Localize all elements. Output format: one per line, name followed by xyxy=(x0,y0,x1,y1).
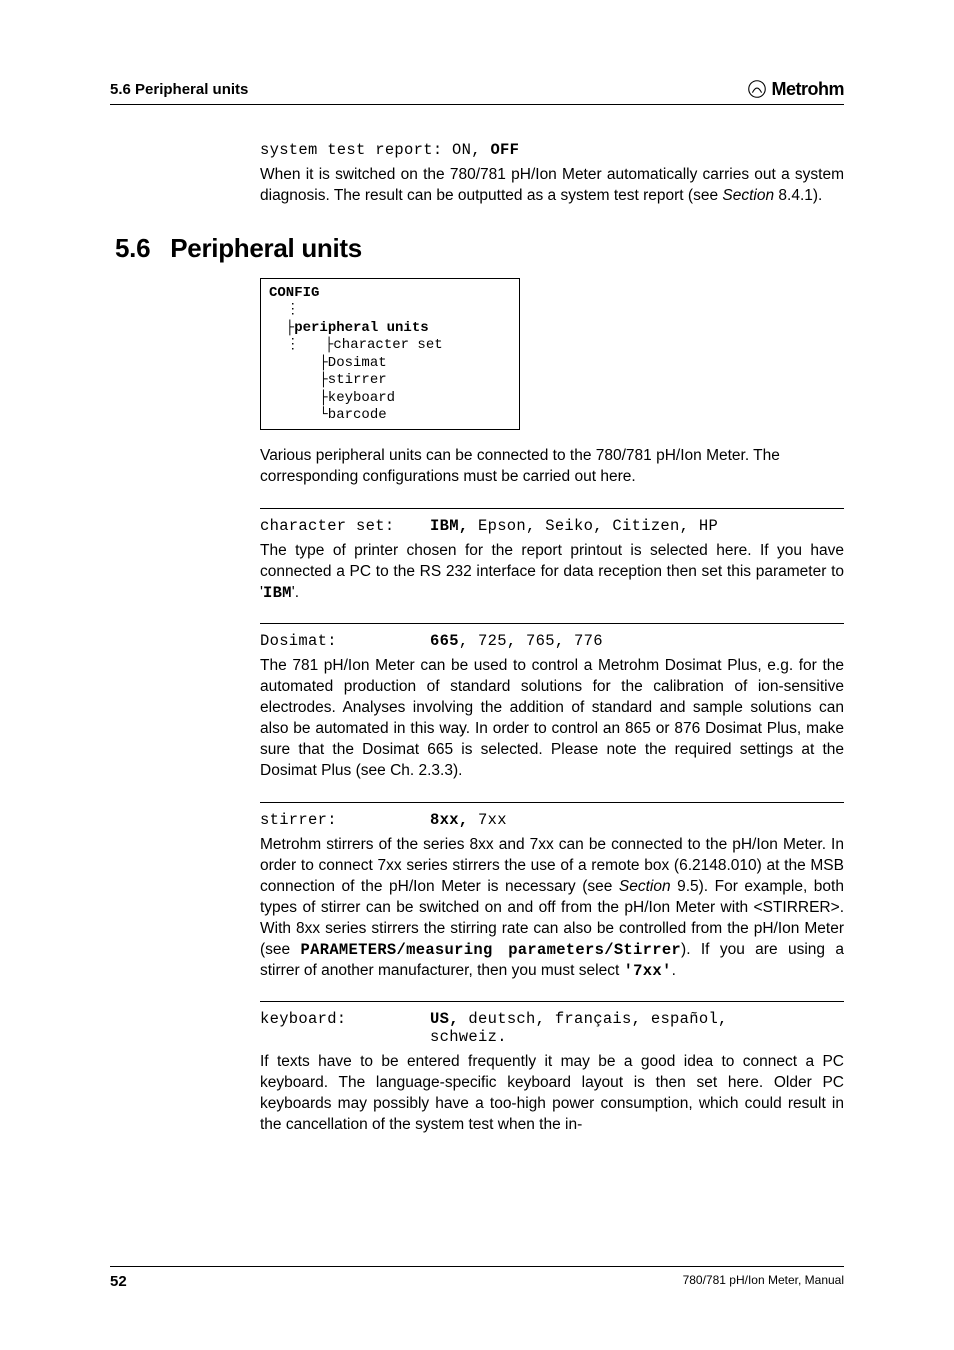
system-test-param: system test report: ON, OFF xyxy=(260,141,844,159)
charset-param: character set:IBM, Epson, Seiko, Citizen… xyxy=(260,517,844,535)
system-test-body: When it is switched on the 780/781 pH/Io… xyxy=(260,165,844,207)
dosimat-body: The 781 pH/Ion Meter can be used to cont… xyxy=(260,656,844,782)
metrohm-icon xyxy=(746,78,768,100)
section-number: 5.6 xyxy=(115,233,150,264)
peripheral-intro-text: Various peripheral units can be connecte… xyxy=(260,446,844,488)
section-heading: 5.6 Peripheral units xyxy=(115,233,844,264)
keyboard-param-line2: schweiz. xyxy=(260,1028,844,1046)
config-tree-box: CONFIG ⋮ ├peripheral units ⋮ ├character … xyxy=(260,278,520,430)
divider xyxy=(260,802,844,803)
keyboard-param: keyboard:US, deutsch, français, español, xyxy=(260,1010,844,1028)
keyboard-body: If texts have to be entered frequently i… xyxy=(260,1052,844,1136)
page-number: 52 xyxy=(110,1273,127,1290)
dosimat-param: Dosimat:665, 725, 765, 776 xyxy=(260,632,844,650)
section-title-text: Peripheral units xyxy=(170,233,362,263)
header-section-label: 5.6 Peripheral units xyxy=(110,81,248,98)
divider xyxy=(260,508,844,509)
peripheral-intro-block: Various peripheral units can be connecte… xyxy=(260,446,844,1136)
stirrer-param: stirrer:8xx, 7xx xyxy=(260,811,844,829)
doc-title: 780/781 pH/Ion Meter, Manual xyxy=(683,1273,844,1290)
brand-logo: Metrohm xyxy=(746,78,845,100)
stirrer-body: Metrohm stirrers of the series 8xx and 7… xyxy=(260,835,844,981)
brand-name: Metrohm xyxy=(772,79,845,100)
charset-body: The type of printer chosen for the repor… xyxy=(260,541,844,604)
divider xyxy=(260,1001,844,1002)
page-footer: 52 780/781 pH/Ion Meter, Manual xyxy=(110,1266,844,1290)
divider xyxy=(260,623,844,624)
intro-param-block: system test report: ON, OFF When it is s… xyxy=(260,141,844,207)
page-header: 5.6 Peripheral units Metrohm xyxy=(110,78,844,105)
